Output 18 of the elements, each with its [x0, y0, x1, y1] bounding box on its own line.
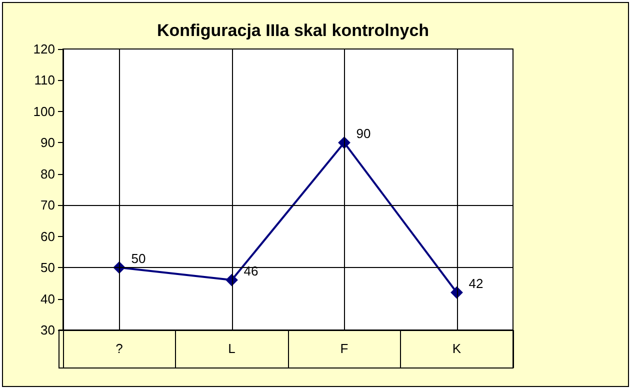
- chart-title: Konfiguracja IIIa skal kontrolnych: [156, 21, 430, 40]
- y-tick-label: 50: [40, 260, 55, 276]
- y-tick-label: 120: [33, 42, 55, 56]
- data-label: 42: [468, 276, 484, 292]
- y-tick-label: 30: [40, 322, 55, 338]
- y-tick-label: 100: [33, 104, 55, 119]
- x-tick-label: L: [228, 341, 236, 356]
- x-tick-label: F: [340, 341, 348, 356]
- data-label: 90: [356, 126, 371, 142]
- y-tick-label: 90: [40, 135, 55, 150]
- y-tick-label: 80: [40, 166, 55, 182]
- y-tick-label: 40: [40, 291, 55, 306]
- x-tick-label: K: [452, 341, 462, 356]
- data-label: 50: [131, 251, 146, 266]
- y-tick-label: 110: [34, 72, 55, 88]
- y-tick-label: 70: [40, 198, 55, 213]
- x-tick-label: ?: [116, 341, 123, 356]
- y-tick-label: 60: [40, 228, 55, 244]
